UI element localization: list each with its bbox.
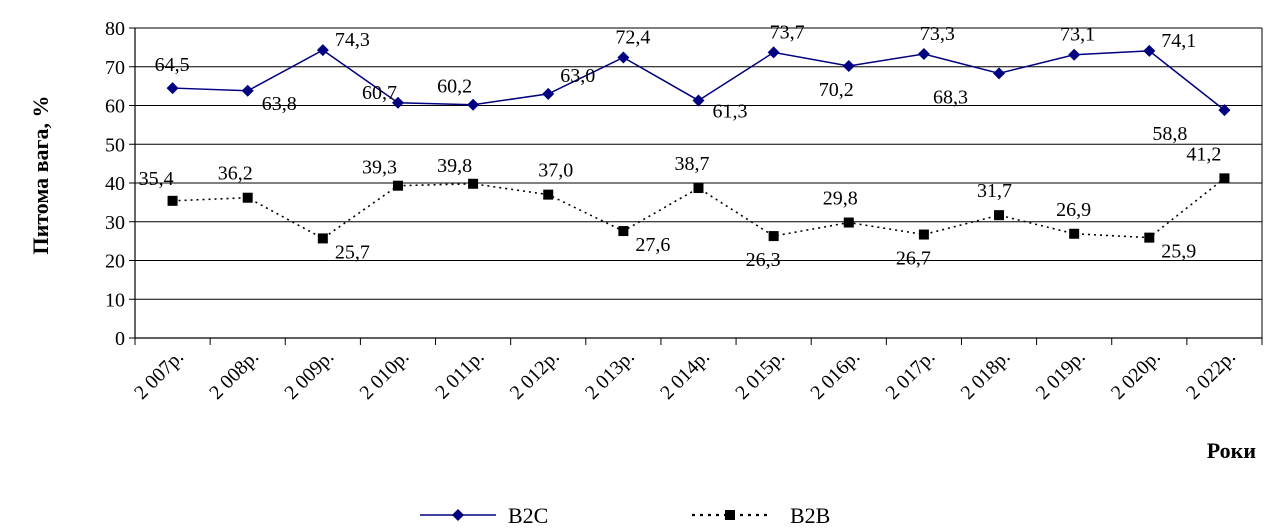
y-tick-label: 40 [105,173,125,195]
x-tick-label: 2 014р. [656,346,714,404]
y-tick-label: 50 [105,134,125,156]
data-label-b2b: 36,2 [218,163,253,185]
data-point-b2c [542,87,555,100]
data-point-b2b [167,195,178,206]
x-axis-ticks: 2 007р. 2 008р. 2 009р. 2 010р. 2 011р. 2 012… [130,338,1263,404]
data-label-b2b: 26,7 [896,248,931,270]
data-point-b2c [767,46,780,59]
data-label-b2b: 31,7 [977,180,1012,202]
data-point-b2b [392,180,403,191]
series-b2b: 35,4 36,2 25,7 39,3 39,8 37,0 27,6 38,7 26,3 29,8… [139,143,1230,271]
data-label-b2b: 25,7 [335,241,370,263]
data-label-b2c: 68,3 [933,86,968,108]
data-point-b2c [1068,48,1081,61]
data-label-b2c: 74,3 [335,29,370,51]
data-point-b2b [994,210,1005,221]
data-point-b2c [241,84,254,97]
data-point-b2c [842,59,855,72]
x-tick-label: 2 022р. [1182,346,1240,404]
y-tick-label: 60 [105,96,125,118]
x-tick-label: 2 019р. [1032,346,1090,404]
data-point-b2c [166,82,179,95]
data-point-b2b [543,189,554,200]
data-label-b2b: 39,3 [362,157,397,179]
data-label-b2c: 61,3 [713,100,748,122]
data-point-b2c [692,94,705,107]
data-point-b2b [1144,232,1155,243]
data-label-b2b: 39,8 [437,155,472,177]
x-tick-label: 2 008р. [205,346,263,404]
data-label-b2c: 60,7 [362,82,397,104]
data-point-b2b [843,217,854,228]
x-tick-label: 2 010р. [356,346,414,404]
y-axis-ticks: 0 10 20 30 40 50 60 70 80 [105,18,135,350]
data-label-b2b: 41,2 [1186,143,1221,165]
data-label-b2c: 73,1 [1060,24,1095,46]
x-tick-label: 2 017р. [881,346,939,404]
data-point-b2b [618,226,629,237]
data-point-b2c [917,47,930,60]
data-point-b2b [1069,228,1080,239]
legend-marker-b2b [725,510,735,520]
data-label-b2b: 37,0 [538,160,573,182]
data-point-b2b [693,183,704,194]
legend-label-b2b: B2B [790,503,830,528]
data-point-b2b [242,192,253,203]
x-tick-label: 2 007р. [130,346,188,404]
data-point-b2c [993,67,1006,80]
legend-marker-b2c [452,509,464,521]
data-point-b2c [1143,44,1156,57]
data-point-b2b [468,178,479,189]
x-tick-label: 2 009р. [280,346,338,404]
data-label-b2c: 60,2 [437,76,472,98]
data-label-b2b: 26,3 [746,249,781,271]
data-point-b2b [1219,173,1230,184]
x-tick-label: 2 018р. [957,346,1015,404]
data-label-b2b: 27,6 [635,234,670,256]
legend-label-b2c: B2C [508,503,548,528]
data-label-b2b: 38,7 [675,153,710,175]
data-point-b2c [316,44,329,57]
data-point-b2b [768,231,779,242]
x-tick-label: 2 012р. [506,346,564,404]
x-tick-label: 2 013р. [581,346,639,404]
data-point-b2c [617,51,630,64]
data-label-b2c: 72,4 [615,26,650,48]
y-tick-label: 70 [105,57,125,79]
series-b2c: 64,5 63,8 74,3 60,7 60,2 63,0 72,4 61,3 73,7 70,2… [155,21,1231,145]
y-tick-label: 20 [105,251,125,273]
legend-item-b2b: B2B [692,503,830,528]
y-tick-label: 0 [115,328,125,350]
data-point-b2b [918,229,929,240]
y-tick-label: 30 [105,212,125,234]
data-label-b2b: 26,9 [1056,199,1091,221]
data-label-b2c: 63,0 [560,65,595,87]
data-label-b2c: 70,2 [819,79,854,101]
data-label-b2c: 58,8 [1152,123,1187,145]
x-axis-title: Роки [1207,438,1257,463]
data-point-b2c [391,96,404,109]
x-tick-label: 2 015р. [731,346,789,404]
data-label-b2c: 73,7 [770,21,805,43]
data-point-b2c [467,98,480,111]
x-tick-label: 2 020р. [1107,346,1165,404]
data-point-b2b [317,233,328,244]
plot-series: 64,5 63,8 74,3 60,7 60,2 63,0 72,4 61,3 73,7 70,2… [139,21,1231,271]
x-tick-label: 2 011р. [431,346,488,403]
legend: B2C B2B [420,503,830,528]
data-label-b2c: 63,8 [262,93,297,115]
y-axis-title: Питома вага, % [28,95,53,254]
data-label-b2c: 73,3 [920,23,955,45]
data-label-b2c: 74,1 [1161,30,1196,52]
data-label-b2c: 64,5 [155,54,190,76]
data-point-b2c [1218,104,1231,117]
y-tick-label: 10 [105,289,125,311]
y-tick-label: 80 [105,18,125,40]
data-label-b2b: 29,8 [823,188,858,210]
legend-item-b2c: B2C [420,503,548,528]
data-label-b2b: 25,9 [1161,241,1196,263]
x-tick-label: 2 016р. [806,346,864,404]
data-label-b2b: 35,4 [139,168,174,190]
